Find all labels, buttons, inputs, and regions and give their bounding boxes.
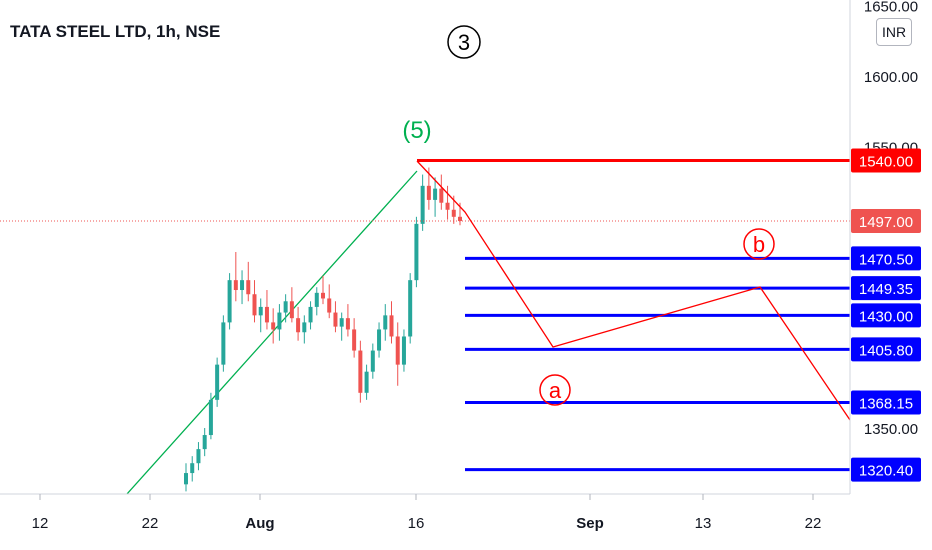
price-label-text: 1368.15 bbox=[859, 395, 913, 412]
axes: 12 22 Aug 16 Sep 13 221650.001600.001550.00135… bbox=[0, 0, 921, 532]
x-tick-label: Sep bbox=[576, 515, 604, 532]
candle-body bbox=[389, 315, 394, 337]
candle-body bbox=[395, 336, 400, 365]
price-label-box bbox=[851, 276, 921, 301]
candle-body bbox=[439, 188, 444, 203]
price-label-box bbox=[851, 457, 921, 482]
x-tick-label: 12 bbox=[32, 515, 49, 532]
price-label-box bbox=[851, 148, 921, 173]
candle-body bbox=[246, 280, 251, 295]
candle-body bbox=[345, 318, 350, 330]
candle-body bbox=[208, 399, 213, 436]
candle-body bbox=[308, 306, 313, 323]
price-label-text: 1320.40 bbox=[859, 463, 913, 480]
price-label-box bbox=[851, 390, 921, 415]
projection-path bbox=[416, 160, 851, 421]
candle-body bbox=[339, 318, 344, 327]
candle-body bbox=[401, 336, 406, 365]
price-label-box bbox=[851, 209, 921, 234]
candle-body bbox=[202, 435, 207, 450]
trendline bbox=[126, 170, 418, 495]
candle-body bbox=[445, 202, 450, 210]
currency-badge[interactable]: INR bbox=[876, 18, 912, 46]
price-label-text: 1405.80 bbox=[859, 342, 913, 359]
candle-body bbox=[358, 350, 363, 393]
price-label-box bbox=[851, 246, 921, 271]
candle-body bbox=[370, 350, 375, 372]
wave-circle bbox=[539, 374, 571, 406]
candle-body bbox=[289, 301, 294, 319]
price-label-text: 1430.00 bbox=[859, 308, 913, 325]
candle-body bbox=[327, 298, 332, 313]
candle-body bbox=[333, 312, 338, 327]
projection bbox=[416, 160, 851, 421]
wave-annotations: 3 (5) a b bbox=[402, 25, 775, 406]
candle-body bbox=[383, 315, 388, 330]
candle-body bbox=[352, 329, 357, 351]
price-label-text: 1470.50 bbox=[859, 251, 913, 268]
candle-body bbox=[196, 449, 201, 464]
price-label-box bbox=[851, 303, 921, 328]
y-tick-label: 1600.00 bbox=[864, 69, 918, 86]
candle-body bbox=[240, 280, 245, 291]
candle-body bbox=[233, 280, 238, 291]
candle-body bbox=[277, 312, 282, 330]
wave-label: (5) bbox=[402, 117, 431, 144]
x-tick-label: Aug bbox=[245, 515, 274, 532]
candle-body bbox=[283, 301, 288, 313]
candle-body bbox=[215, 364, 220, 400]
chart-title: TATA STEEL LTD, 1h, NSE bbox=[10, 22, 221, 41]
wave-label: a bbox=[549, 378, 562, 403]
candle-body bbox=[426, 185, 431, 200]
candle-body bbox=[408, 280, 413, 337]
x-tick-label: 22 bbox=[805, 515, 822, 532]
candle-body bbox=[252, 294, 257, 316]
x-tick-label: 16 bbox=[408, 515, 425, 532]
x-tick-label: 22 bbox=[142, 515, 159, 532]
candle-body bbox=[314, 292, 319, 307]
wave-label: 3 bbox=[458, 30, 470, 55]
wave-circle bbox=[447, 25, 481, 59]
candle-body bbox=[296, 318, 301, 333]
candle-body bbox=[221, 322, 226, 365]
candle-body bbox=[451, 209, 456, 217]
candle-body bbox=[227, 280, 232, 323]
wave-circle bbox=[743, 228, 775, 260]
levels bbox=[0, 158, 850, 472]
candle-body bbox=[458, 216, 462, 222]
price-label-text: 1449.35 bbox=[859, 281, 913, 298]
candle-body bbox=[264, 306, 269, 323]
candle-body bbox=[190, 463, 195, 474]
x-tick-label: 13 bbox=[695, 515, 712, 532]
candle-body bbox=[302, 322, 307, 333]
candle-body bbox=[271, 322, 276, 330]
candle-body bbox=[184, 473, 188, 485]
candle-body bbox=[433, 188, 438, 200]
wave-label: b bbox=[753, 232, 765, 257]
candles bbox=[184, 167, 462, 492]
candle-body bbox=[258, 306, 263, 316]
y-tick-label: 1650.00 bbox=[864, 0, 918, 16]
candle-body bbox=[377, 329, 382, 351]
candle-body bbox=[414, 223, 419, 281]
candle-body bbox=[321, 292, 325, 299]
candle-body bbox=[364, 371, 369, 393]
y-tick-label: 1350.00 bbox=[864, 421, 918, 438]
price-label-text: 1540.00 bbox=[859, 153, 913, 170]
wave-trendline bbox=[126, 170, 418, 495]
candle-body bbox=[420, 185, 425, 224]
price-label-text: 1497.00 bbox=[859, 214, 913, 231]
price-label-box bbox=[851, 337, 921, 362]
